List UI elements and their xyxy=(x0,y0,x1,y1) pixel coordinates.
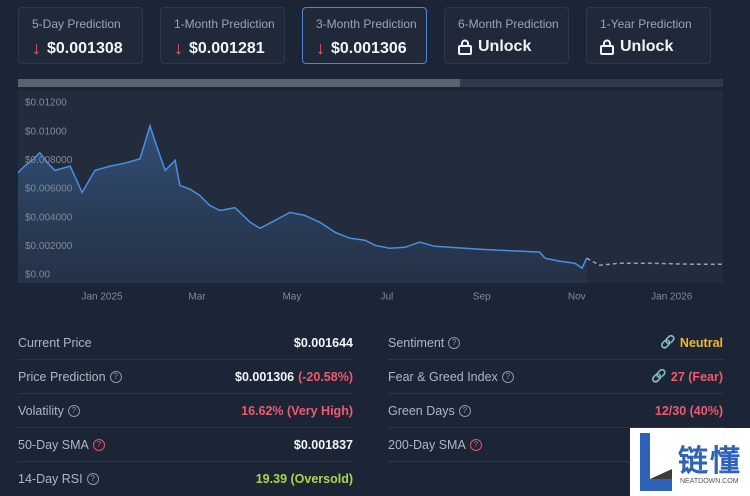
x-tick-label: Jan 2025 xyxy=(81,292,123,303)
stat-row: Fear & Greed Index? 🔗 27 (Fear) xyxy=(388,360,723,394)
help-icon[interactable]: ? xyxy=(92,438,105,451)
chart: $0.00 $0.002000 $0.004000 $0.006000 $0.00800… xyxy=(17,79,723,303)
lock-icon xyxy=(458,39,472,55)
x-tick-label: Mar xyxy=(188,292,206,303)
price-line xyxy=(17,123,588,270)
stat-value: 16.62% (Very High) xyxy=(241,403,353,418)
stat-label: Sentiment? xyxy=(388,335,461,350)
stat-label-text: Volatility xyxy=(18,403,64,418)
card-label: 1-Year Prediction xyxy=(600,17,692,31)
stat-label: Current Price xyxy=(18,335,92,350)
prediction-card[interactable]: 3-Month Prediction ↓ $0.001306 xyxy=(302,7,427,64)
help-icon[interactable]: ? xyxy=(67,404,80,417)
help-icon[interactable]: ? xyxy=(501,370,514,383)
help-icon[interactable]: ? xyxy=(458,404,471,417)
stat-value: $0.001306 (-20.58%) xyxy=(235,370,353,384)
prediction-card[interactable]: 6-Month Prediction Unlock xyxy=(444,7,569,64)
price-line xyxy=(586,257,723,266)
area xyxy=(18,125,587,284)
help-icon[interactable]: ? xyxy=(469,438,482,451)
card-label: 5-Day Prediction xyxy=(32,17,121,31)
y-tick-label: $0.00 xyxy=(25,270,50,281)
link-icon: 🔗 xyxy=(651,369,667,383)
card-value: ↓ $0.001308 xyxy=(32,38,123,58)
watermark-logo xyxy=(640,433,672,491)
stat-value: 19.39 (Oversold) xyxy=(255,472,353,486)
x-tick-label: Sep xyxy=(473,292,491,303)
stat-row: Current Price $0.001644 xyxy=(18,326,353,360)
card-value: Unlock xyxy=(458,38,531,56)
stat-value: 🔗 Neutral xyxy=(660,335,723,350)
card-label: 3-Month Prediction xyxy=(316,17,417,31)
card-unlock: Unlock xyxy=(478,38,532,55)
card-label: 1-Month Prediction xyxy=(174,17,275,31)
watermark-title: 链懂 xyxy=(678,444,742,479)
watermark-subtitle: NEATDOWN.COM xyxy=(680,478,739,485)
help-icon[interactable]: ? xyxy=(86,473,99,485)
stat-label: Volatility? xyxy=(18,404,80,418)
card-value: ↓ $0.001306 xyxy=(316,38,407,58)
stat-value: 🔗 27 (Fear) xyxy=(651,369,723,384)
prediction-card[interactable]: 1-Month Prediction ↓ $0.001281 xyxy=(160,7,285,64)
y-tick-label: $0.01200 xyxy=(25,98,67,109)
stat-label-text: Fear & Greed Index xyxy=(388,369,498,384)
range-thumb[interactable] xyxy=(18,79,460,87)
watermark: 链懂 NEATDOWN.COM xyxy=(630,428,750,496)
stat-change: (-20.58%) xyxy=(298,369,353,384)
y-tick-label: $0.006000 xyxy=(25,184,73,195)
prediction-card[interactable]: 5-Day Prediction ↓ $0.001308 xyxy=(18,7,143,64)
stat-label: 200-Day SMA? xyxy=(388,438,482,452)
stat-value: $0.001644 xyxy=(293,335,353,350)
card-price: $0.001306 xyxy=(331,39,407,57)
x-tick-label: Nov xyxy=(568,292,586,303)
y-tick-label: $0.01000 xyxy=(25,126,67,137)
x-tick-label: Jan 2026 xyxy=(651,292,693,303)
stat-label: 50-Day SMA? xyxy=(18,438,105,452)
stat-value-text: 27 (Fear) xyxy=(670,369,723,384)
stat-label-text: 200-Day SMA xyxy=(388,437,466,452)
stat-label-text: Green Days xyxy=(388,403,455,418)
stat-label: Fear & Greed Index? xyxy=(388,370,514,384)
stat-label: 14-Day RSI? xyxy=(18,472,99,486)
stat-value: 12/30 (40%) xyxy=(654,403,723,418)
prediction-card[interactable]: 1-Year Prediction Unlock xyxy=(586,7,711,64)
stat-row: 14-Day RSI? 19.39 (Oversold) xyxy=(18,462,353,496)
card-label: 6-Month Prediction xyxy=(458,17,559,31)
stat-row: Green Days? 12/30 (40%) xyxy=(388,394,723,428)
y-tick-label: $0.002000 xyxy=(25,241,73,252)
help-icon[interactable]: ? xyxy=(109,370,122,383)
x-tick-label: Jul xyxy=(380,292,393,303)
stat-row: Volatility? 16.62% (Very High) xyxy=(18,394,353,428)
help-icon[interactable]: ? xyxy=(448,336,461,349)
y-tick-label: $0.008000 xyxy=(25,155,73,166)
stat-value-text: $0.001306 xyxy=(235,369,295,384)
stat-value-text: Neutral xyxy=(679,335,723,350)
stat-label: Price Prediction? xyxy=(18,370,122,384)
stat-value: $0.001837 xyxy=(293,437,353,452)
stat-row: Sentiment? 🔗 Neutral xyxy=(388,326,723,360)
card-price: $0.001308 xyxy=(47,39,123,57)
link-icon: 🔗 xyxy=(660,335,676,349)
lock-icon xyxy=(600,39,614,55)
stat-label-text: 50-Day SMA xyxy=(18,437,89,452)
stat-row: 50-Day SMA? $0.001837 xyxy=(18,428,353,462)
card-value: ↓ $0.001281 xyxy=(174,38,265,58)
stat-label: Green Days? xyxy=(388,404,471,418)
card-value: Unlock xyxy=(600,38,673,56)
stat-label-text: Sentiment xyxy=(388,335,445,350)
y-tick-label: $0.004000 xyxy=(25,212,73,223)
stat-row: Price Prediction? $0.001306 (-20.58%) xyxy=(18,360,353,394)
stat-row: 200-Day SMA? xyxy=(388,428,723,462)
card-unlock: Unlock xyxy=(620,38,674,55)
x-tick-label: May xyxy=(282,292,301,303)
stat-label-text: 14-Day RSI xyxy=(18,472,83,486)
stat-label-text: Price Prediction xyxy=(18,369,106,384)
card-price: $0.001281 xyxy=(189,39,265,57)
